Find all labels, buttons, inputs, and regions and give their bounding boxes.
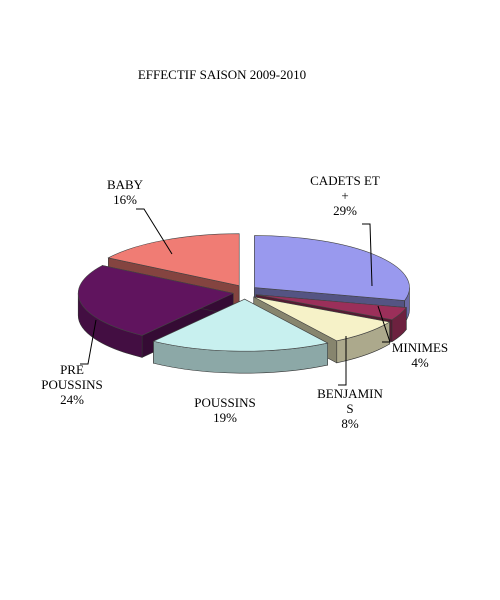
leader-line [362,223,373,287]
slice-value-label: 8% [341,416,359,431]
slice-category-label: POUSSINS [194,395,255,410]
pie-slice-top [256,294,407,321]
slice-value-label: 24% [60,392,84,407]
slice-value-label: 16% [113,192,137,207]
slice-value-label: 29% [333,203,357,218]
pie-slice-top [152,298,329,352]
slice-category-label: S [346,401,353,416]
pie-slice-top [107,233,240,287]
slice-category-label: + [341,188,348,203]
leader-line [338,336,347,386]
slice-category-label: PRE [60,362,84,377]
leader-line [377,305,391,343]
chart-title: EFFECTIF SAISON 2009-2010 [138,67,306,82]
slice-labels: CADETS ET+29%MINIMES4%BENJAMINS8%POUSSIN… [41,173,448,431]
slice-category-label: CADETS ET [310,173,380,188]
pie-slices [77,233,410,374]
slice-category-label: MINIMES [392,340,448,355]
slice-category-label: BENJAMIN [317,386,383,401]
slice-value-label: 19% [213,410,237,425]
slice-category-label: POUSSINS [41,377,102,392]
pie-slice-top [77,265,235,336]
pie-slice-3 [152,298,329,374]
leader-line [80,319,97,365]
pie-slice-top [254,235,410,301]
slice-value-label: 4% [411,355,429,370]
leader-line [136,208,173,255]
pie-slice-top [253,296,391,342]
slice-category-label: BABY [107,177,144,192]
slice-label-0: CADETS ET+29% [310,173,380,287]
